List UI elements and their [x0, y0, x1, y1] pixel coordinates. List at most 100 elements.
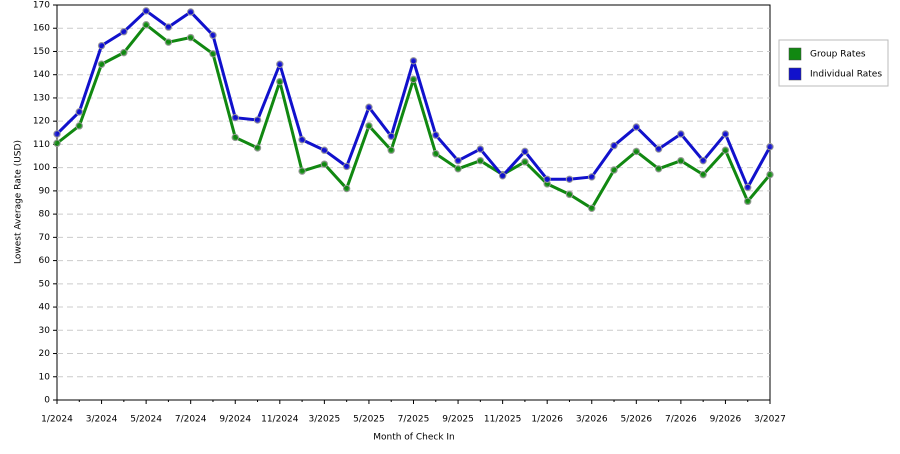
data-point: [654, 165, 663, 173]
y-axis-title: Lowest Average Rate (USD): [14, 140, 24, 264]
data-point: [209, 50, 217, 58]
data-point: [387, 132, 395, 140]
data-point: [409, 75, 418, 84]
y-tick-label: 90: [39, 186, 51, 196]
data-point: [476, 156, 485, 165]
data-point: [766, 143, 774, 151]
legend-label: Individual Rates: [810, 70, 882, 80]
data-point: [632, 123, 641, 131]
data-point: [53, 139, 61, 147]
x-tick-label: 3/2025: [309, 415, 341, 425]
data-point: [253, 116, 262, 124]
data-point: [75, 122, 83, 130]
x-tick-label: 1/2026: [531, 415, 563, 425]
data-point: [164, 23, 173, 31]
data-point: [186, 33, 195, 42]
data-point: [186, 8, 195, 16]
data-point: [209, 31, 217, 39]
data-point: [432, 131, 440, 139]
data-point: [387, 146, 395, 154]
data-point: [231, 113, 239, 122]
data-point: [365, 103, 373, 111]
data-point: [565, 190, 574, 199]
y-tick-label: 40: [39, 303, 51, 313]
data-point: [699, 170, 707, 179]
data-point: [365, 122, 373, 130]
data-point: [53, 130, 61, 138]
y-tick-label: 100: [33, 163, 50, 173]
plot-area: [56, 4, 771, 401]
data-point: [142, 21, 150, 29]
data-point: [276, 60, 284, 68]
y-tick-label: 110: [33, 140, 50, 150]
y-tick-label: 150: [33, 47, 50, 57]
x-tick-label: 7/2026: [665, 415, 697, 425]
x-axis-title: Month of Check In: [373, 433, 455, 443]
x-tick-label: 7/2025: [398, 415, 430, 425]
data-point: [610, 166, 618, 174]
data-point: [721, 130, 730, 138]
data-point: [298, 167, 306, 175]
data-point: [543, 175, 551, 183]
x-tick-label: 5/2026: [620, 415, 652, 425]
data-point: [476, 145, 485, 153]
data-point: [677, 130, 685, 138]
x-tick-label: 3/2027: [754, 415, 786, 425]
x-tick-label: 11/2025: [484, 415, 521, 425]
y-tick-label: 50: [39, 279, 51, 289]
data-point: [142, 7, 150, 15]
x-tick-label: 7/2024: [175, 415, 207, 425]
x-tick-label: 9/2024: [219, 415, 251, 425]
data-point: [298, 136, 306, 144]
data-point: [253, 144, 262, 152]
data-point: [744, 183, 752, 192]
data-point: [164, 38, 173, 46]
data-point: [342, 162, 351, 171]
data-point: [120, 28, 128, 36]
data-point: [320, 146, 329, 154]
y-tick-label: 80: [39, 210, 51, 220]
y-tick-label: 160: [33, 24, 50, 34]
y-tick-label: 10: [39, 372, 51, 382]
legend-label: Group Rates: [810, 50, 866, 60]
data-point: [699, 156, 707, 165]
data-point: [521, 158, 529, 166]
data-point: [654, 145, 663, 153]
y-tick-label: 120: [33, 117, 50, 127]
data-point: [342, 184, 351, 193]
data-point: [454, 156, 462, 165]
y-tick-label: 70: [39, 233, 51, 243]
x-tick-label: 1/2024: [41, 415, 73, 425]
x-tick-label: 3/2026: [576, 415, 608, 425]
y-tick-label: 170: [33, 1, 50, 11]
x-tick-label: 9/2025: [442, 415, 474, 425]
y-tick-label: 0: [44, 396, 50, 406]
data-point: [231, 133, 239, 142]
data-point: [588, 173, 596, 181]
data-point: [521, 147, 529, 156]
y-tick-label: 30: [39, 326, 51, 336]
data-point: [632, 147, 641, 156]
data-point: [744, 197, 752, 206]
y-tick-label: 130: [33, 93, 50, 103]
x-tick-label: 11/2024: [261, 415, 299, 425]
data-point: [721, 146, 730, 154]
x-tick-label: 9/2026: [710, 415, 742, 425]
data-point: [97, 41, 106, 50]
x-tick-label: 5/2025: [353, 415, 385, 425]
x-tick-label: 3/2024: [86, 415, 118, 425]
legend-swatch: [788, 67, 802, 81]
y-tick-label: 140: [33, 70, 50, 80]
data-point: [677, 156, 685, 165]
data-point: [276, 77, 284, 86]
data-point: [320, 160, 329, 168]
x-tick-label: 5/2024: [130, 415, 162, 425]
data-point: [498, 172, 507, 180]
y-tick-label: 60: [39, 256, 51, 266]
legend-swatch: [788, 47, 802, 61]
data-point: [588, 204, 596, 213]
data-point: [565, 175, 574, 183]
data-point: [75, 108, 83, 116]
data-point: [610, 141, 618, 150]
